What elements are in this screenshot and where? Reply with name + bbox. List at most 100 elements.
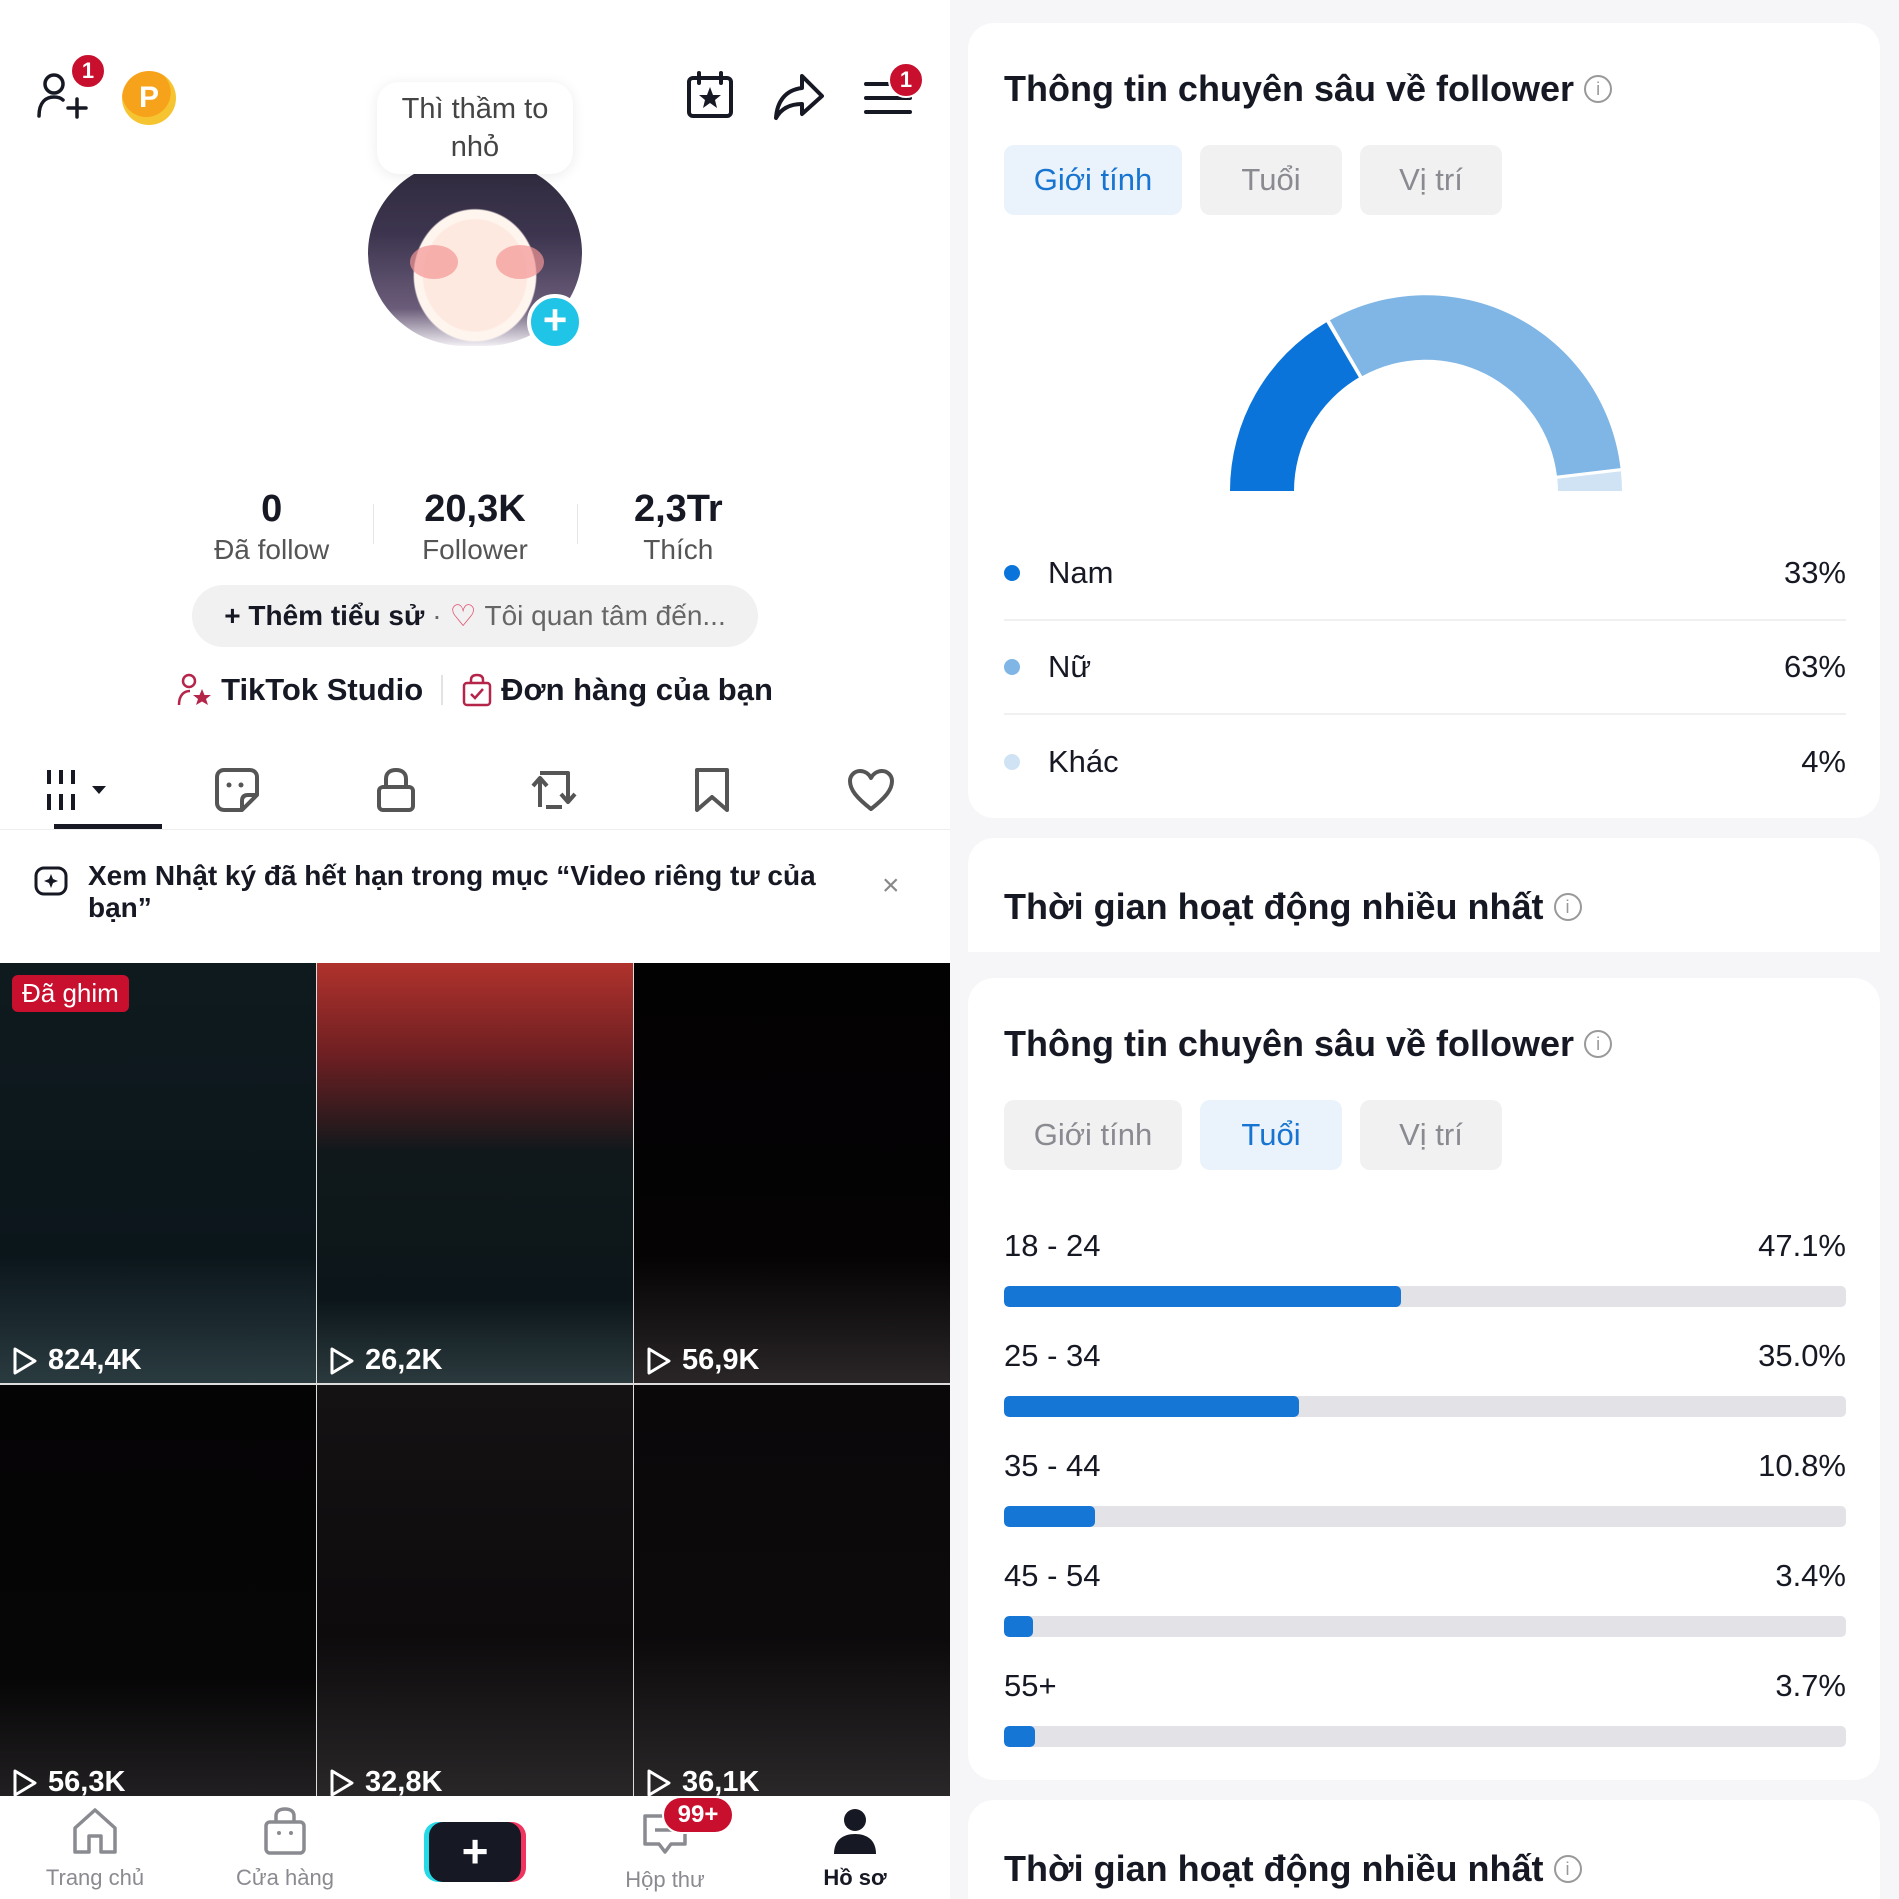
video-thumbnail[interactable]: 36,1K <box>634 1385 950 1805</box>
home-icon <box>73 1808 117 1854</box>
bookmark-icon <box>695 767 730 812</box>
stat-label: Follower <box>422 534 528 565</box>
orders-label: Đơn hàng của bạn <box>501 672 773 707</box>
stat-likes[interactable]: 2,3Tr Thích <box>576 486 780 568</box>
card-title: Thời gian hoạt động nhiều nhất i <box>1004 886 1582 928</box>
video-thumbnail[interactable]: 32,8K <box>317 1385 633 1805</box>
tab-stickers[interactable] <box>158 750 316 829</box>
view-count-value: 824,4K <box>48 1344 142 1376</box>
tab-videos[interactable] <box>0 750 163 829</box>
age-value: 10.8% <box>1758 1448 1846 1483</box>
age-range: 45 - 54 <box>1004 1558 1101 1593</box>
lock-icon <box>376 767 415 812</box>
stat-label: Thích <box>643 534 714 565</box>
legend-row-other: Khác 4% <box>1004 715 1846 809</box>
nav-label: Hồ sơ <box>823 1865 887 1890</box>
legend-dot <box>1004 754 1020 770</box>
video-thumbnail[interactable]: 26,2K <box>317 963 633 1383</box>
notice-text: Xem Nhật ký đã hết hạn trong mục “Video … <box>88 860 816 923</box>
age-range: 55+ <box>1004 1668 1057 1703</box>
nav-label: Cửa hàng <box>236 1865 334 1890</box>
avatar-cheek <box>496 245 544 279</box>
play-icon <box>13 1769 37 1796</box>
insight-tabs: Giới tính Tuổi Vị trí <box>1004 145 1502 215</box>
profile-links: TikTok Studio Đơn hàng của bạn <box>0 672 950 708</box>
legend-row-female: Nữ 63% <box>1004 621 1846 715</box>
interests-button[interactable]: Tôi quan tâm đến... <box>484 600 726 631</box>
tiktok-studio-link[interactable]: TikTok Studio <box>177 672 423 708</box>
note-bubble[interactable]: Thì thầm to nhỏ <box>377 82 573 174</box>
profile-person-icon <box>834 1809 876 1854</box>
stat-following[interactable]: 0 Đã follow <box>170 486 373 568</box>
stat-value: 2,3Tr <box>633 488 723 530</box>
view-count-value: 26,2K <box>365 1344 443 1376</box>
pinned-badge: Đã ghim <box>12 975 129 1012</box>
play-icon <box>647 1347 671 1374</box>
coin-icon[interactable]: P <box>122 71 176 125</box>
orders-link[interactable]: Đơn hàng của bạn <box>461 672 773 708</box>
stat-followers[interactable]: 20,3K Follower <box>373 486 576 568</box>
tab-age[interactable]: Tuổi <box>1200 1100 1342 1170</box>
tab-saved[interactable] <box>633 750 791 829</box>
bottom-nav: Trang chủ Cửa hàng + 99+ Hộp thư <box>0 1796 950 1899</box>
add-bio-button[interactable]: + Thêm tiểu sử <box>224 600 425 631</box>
stat-label: Đã follow <box>214 534 330 565</box>
card-title-text: Thời gian hoạt động nhiều nhất <box>1004 886 1544 927</box>
age-bar-fill <box>1004 1396 1299 1417</box>
age-value: 3.7% <box>1775 1668 1846 1703</box>
gender-semi-donut-chart <box>1230 295 1622 491</box>
age-row: 55+ 3.7% <box>1004 1668 1846 1747</box>
bio-pill[interactable]: + Thêm tiểu sử · ♡ Tôi quan tâm đến... <box>192 585 758 647</box>
calendar-star-button[interactable] <box>685 70 735 125</box>
nav-label: Hộp thư <box>625 1867 705 1892</box>
add-friend-button[interactable] <box>36 70 92 127</box>
share-button[interactable] <box>772 72 826 127</box>
nav-inbox[interactable]: 99+ Hộp thư <box>570 1796 760 1899</box>
nav-label: Trang chủ <box>45 1865 145 1890</box>
add-avatar-story-button[interactable]: + <box>527 294 583 350</box>
video-thumbnail[interactable]: 56,9K <box>634 963 950 1383</box>
age-value: 47.1% <box>1758 1228 1846 1263</box>
nav-create[interactable]: + <box>380 1796 570 1899</box>
divider <box>441 675 444 705</box>
nav-home[interactable]: Trang chủ <box>0 1796 190 1899</box>
age-row: 45 - 54 3.4% <box>1004 1558 1846 1637</box>
video-thumbnail[interactable]: Đã ghim 824,4K <box>0 963 316 1383</box>
nav-shop[interactable]: Cửa hàng <box>190 1796 380 1899</box>
tiktok-studio-label: TikTok Studio <box>221 672 424 707</box>
view-count: 36,1K <box>646 1766 759 1799</box>
follower-insights-card-gender: Thông tin chuyên sâu về follower i Giới … <box>968 23 1880 818</box>
play-icon <box>330 1347 354 1374</box>
legend-dot <box>1004 659 1020 675</box>
video-thumbnail[interactable]: 56,3K <box>0 1385 316 1805</box>
tab-gender[interactable]: Giới tính <box>1004 1100 1182 1170</box>
tab-liked[interactable] <box>792 750 950 829</box>
tab-private[interactable] <box>317 750 475 829</box>
info-icon[interactable]: i <box>1553 893 1582 921</box>
nav-profile[interactable]: Hồ sơ <box>760 1796 950 1899</box>
info-icon[interactable]: i <box>1584 1030 1613 1058</box>
donut-slice-other <box>1557 471 1622 491</box>
card-title-text: Thời gian hoạt động nhiều nhất <box>1004 1848 1544 1889</box>
create-button[interactable]: + <box>429 1822 521 1882</box>
view-count: 32,8K <box>329 1766 442 1799</box>
view-count: 56,3K <box>12 1766 125 1799</box>
donut-slice-male <box>1230 322 1359 491</box>
info-icon[interactable]: i <box>1553 1855 1582 1883</box>
tab-location[interactable]: Vị trí <box>1360 1100 1502 1170</box>
inbox-badge: 99+ <box>662 1796 734 1834</box>
tab-age[interactable]: Tuổi <box>1200 145 1342 215</box>
play-icon <box>13 1347 37 1374</box>
close-icon[interactable]: × <box>882 869 900 902</box>
stat-value: 0 <box>261 488 283 530</box>
tab-reposts[interactable] <box>475 750 633 829</box>
info-icon[interactable]: i <box>1584 75 1613 103</box>
age-bar-track <box>1004 1726 1846 1747</box>
age-value: 35.0% <box>1758 1338 1846 1373</box>
legend-value: 33% <box>1783 555 1846 590</box>
card-title: Thông tin chuyên sâu về follower i <box>1004 1023 1613 1065</box>
bio-separator: · <box>432 600 442 631</box>
tab-location[interactable]: Vị trí <box>1360 145 1502 215</box>
sparkle-box-icon <box>34 866 68 896</box>
tab-gender[interactable]: Giới tính <box>1004 145 1182 215</box>
